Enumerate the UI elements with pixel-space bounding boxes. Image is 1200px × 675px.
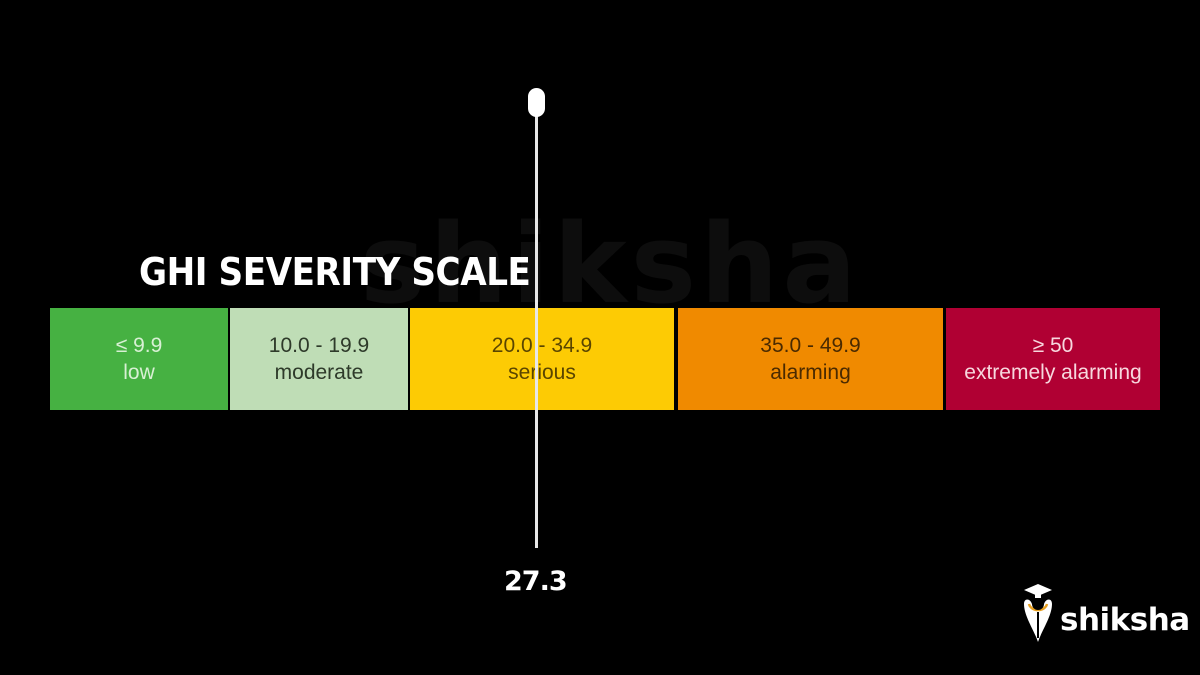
band-label: low — [123, 361, 155, 384]
shiksha-logo: shiksha — [1018, 582, 1190, 644]
band-serious: 20.0 - 34.9 serious — [410, 308, 674, 410]
graduation-pen-icon — [1018, 582, 1058, 644]
band-range: 10.0 - 19.9 — [268, 334, 370, 357]
band-moderate: 10.0 - 19.9 moderate — [230, 308, 408, 410]
brand-name: shiksha — [1060, 602, 1190, 638]
severity-scale-bar: ≤ 9.9 low 10.0 - 19.9 moderate 20.0 - 34… — [50, 308, 1160, 410]
band-label: alarming — [770, 361, 851, 384]
score-marker-line — [535, 115, 538, 548]
band-range: ≥ 50 — [1032, 334, 1074, 357]
band-alarming: 35.0 - 49.9 alarming — [678, 308, 943, 410]
score-marker-head — [528, 88, 545, 117]
score-value: 27.3 — [504, 566, 568, 597]
band-range: ≤ 9.9 — [115, 334, 163, 357]
band-label: moderate — [274, 361, 364, 384]
band-low: ≤ 9.9 low — [50, 308, 228, 410]
band-extremely-alarming: ≥ 50 extremely alarming — [946, 308, 1160, 410]
band-range: 35.0 - 49.9 — [760, 334, 861, 357]
band-range: 20.0 - 34.9 — [491, 334, 593, 357]
band-label: serious — [508, 361, 576, 384]
chart-title: GHI SEVERITY SCALE — [139, 250, 531, 294]
band-label: extremely alarming — [964, 361, 1142, 384]
